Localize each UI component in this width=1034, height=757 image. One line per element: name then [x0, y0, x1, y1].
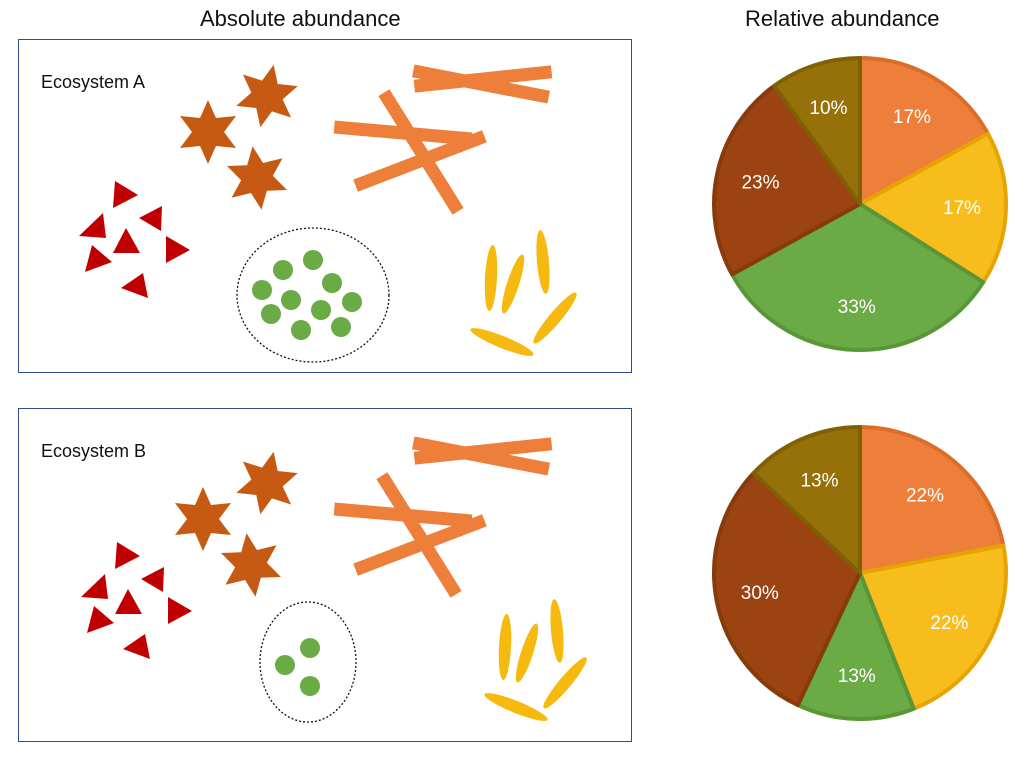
red-triangle	[113, 181, 138, 208]
green-dot	[252, 280, 272, 300]
orange-rod-group	[333, 436, 553, 598]
red-triangle	[79, 213, 106, 238]
green-dot	[273, 260, 293, 280]
yellow-oval	[501, 254, 525, 314]
red-triangle	[85, 245, 112, 272]
green-dot	[342, 292, 362, 312]
green-dot	[275, 655, 295, 675]
pie-a-label-dark-brown: 23%	[741, 173, 779, 194]
orange-rod	[378, 89, 464, 215]
brown-star	[236, 451, 298, 515]
pie-b-label-olive: 13%	[800, 470, 838, 491]
ecosystem-b-illustration	[81, 436, 587, 723]
ecosystem-a-label: Ecosystem A	[41, 72, 146, 92]
red-triangle	[121, 273, 148, 298]
pie-a-label-olive: 10%	[809, 98, 847, 119]
green-dot	[331, 317, 351, 337]
green-cluster-outline	[236, 227, 390, 363]
relative-abundance-heading: Relative abundance	[745, 6, 940, 31]
pie-a-slice-yellow	[858, 131, 1008, 285]
yellow-oval	[536, 230, 550, 294]
pie-a-slice-orange	[858, 56, 990, 206]
yellow-oval	[498, 614, 512, 680]
orange-rod-group	[333, 64, 553, 215]
red-triangle-group	[79, 181, 190, 298]
yellow-oval	[515, 623, 539, 683]
green-dot-group	[275, 638, 320, 696]
pie-b-label-green: 13%	[838, 666, 876, 687]
red-triangle-group	[81, 542, 192, 659]
red-triangle	[113, 228, 140, 253]
yellow-oval-group	[470, 230, 577, 356]
pie-a-label-yellow: 17%	[943, 198, 981, 219]
ecosystem-b-panel: Ecosystem B	[18, 408, 632, 742]
green-dot	[291, 320, 311, 340]
brown-star-group	[175, 451, 298, 597]
yellow-oval	[470, 328, 534, 356]
pie-a-slice-dark-brown	[712, 83, 862, 277]
green-dot	[300, 638, 320, 658]
pie-a-slice-olive	[772, 56, 862, 206]
pie-b-slice-olive	[751, 425, 862, 575]
brown-star	[180, 100, 236, 164]
brown-star	[221, 533, 281, 597]
red-triangle	[168, 597, 192, 624]
red-triangle	[115, 589, 142, 614]
brown-star	[236, 64, 298, 128]
yellow-oval	[484, 245, 498, 311]
red-triangle	[139, 206, 162, 231]
pie-b-label-orange: 22%	[906, 485, 944, 506]
green-dot	[281, 290, 301, 310]
yellow-oval	[550, 599, 564, 663]
yellow-oval	[543, 657, 587, 709]
orange-rod	[412, 436, 550, 476]
red-triangle	[87, 606, 114, 633]
green-dot	[322, 273, 342, 293]
orange-rod	[412, 64, 550, 104]
green-dot	[300, 676, 320, 696]
pie-b-label-yellow: 22%	[930, 613, 968, 634]
pie-b-slice-green	[795, 571, 916, 721]
red-triangle	[123, 634, 150, 659]
red-triangle	[166, 236, 190, 263]
yellow-oval	[484, 693, 548, 721]
pie-b-label-dark-brown: 30%	[741, 583, 779, 604]
ecosystem-b-label: Ecosystem B	[41, 441, 147, 461]
ecosystem-a-pie-chart: 17% 17% 33% 23% 10%	[712, 56, 1008, 352]
green-dot	[261, 304, 281, 324]
orange-rod	[376, 472, 462, 598]
green-dot-group	[252, 250, 362, 340]
ecosystem-a-illustration	[79, 64, 577, 363]
yellow-oval	[533, 292, 577, 344]
pie-b-slice-yellow	[858, 543, 1008, 711]
brown-star	[227, 146, 287, 210]
ecosystem-a-panel: Ecosystem A	[18, 39, 632, 373]
green-dot	[311, 300, 331, 320]
brown-star-group	[180, 64, 298, 210]
orange-rod	[353, 514, 487, 576]
brown-star	[175, 487, 231, 551]
pie-a-label-orange: 17%	[893, 107, 931, 128]
pie-a-label-green: 33%	[838, 297, 876, 318]
green-cluster-outline	[259, 601, 357, 723]
yellow-oval-group	[484, 599, 587, 721]
ecosystem-b-pie-chart: 22% 22% 13% 30% 13%	[712, 425, 1008, 721]
red-triangle	[115, 542, 140, 569]
red-triangle	[141, 567, 164, 592]
pie-b-slice-dark-brown	[712, 471, 862, 708]
absolute-abundance-heading: Absolute abundance	[200, 6, 401, 31]
green-dot	[303, 250, 323, 270]
red-triangle	[81, 574, 108, 599]
orange-rod	[353, 130, 487, 192]
pie-b-slice-orange	[858, 425, 1006, 575]
